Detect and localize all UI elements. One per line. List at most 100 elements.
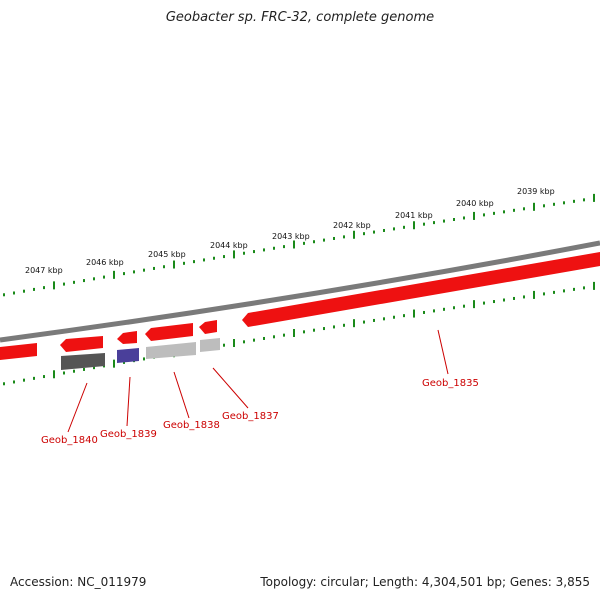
gene-label-geob-1838: Geob_1838 bbox=[163, 420, 220, 431]
major-tick bbox=[293, 240, 295, 249]
accession-text: Accession: NC_011979 bbox=[10, 575, 147, 589]
gene-geob-1841[interactable] bbox=[0, 343, 37, 360]
ruler-label-2043: 2043 kbp bbox=[272, 232, 310, 241]
minor-tick bbox=[513, 296, 515, 300]
major-tick bbox=[533, 202, 535, 211]
ruler-label-2046: 2046 kbp bbox=[86, 258, 124, 267]
minor-tick bbox=[333, 236, 335, 240]
minor-tick bbox=[93, 366, 95, 370]
minor-tick bbox=[323, 238, 325, 242]
minor-tick bbox=[313, 240, 315, 244]
minor-tick bbox=[303, 330, 305, 334]
minor-tick bbox=[383, 317, 385, 321]
minor-tick bbox=[3, 382, 5, 386]
major-tick bbox=[593, 281, 595, 290]
gene-geob-1837-fwd[interactable] bbox=[199, 320, 217, 334]
minor-tick bbox=[313, 328, 315, 332]
major-tick bbox=[233, 339, 235, 348]
minor-tick bbox=[523, 295, 525, 299]
leader-geob-1838 bbox=[173, 371, 190, 419]
genome-backbone bbox=[0, 240, 600, 343]
minor-tick bbox=[453, 218, 455, 222]
major-tick bbox=[53, 281, 55, 290]
gene-geob-1838[interactable] bbox=[146, 342, 196, 359]
minor-tick bbox=[253, 338, 255, 342]
minor-tick bbox=[433, 221, 435, 225]
minor-tick bbox=[83, 279, 85, 283]
minor-tick bbox=[253, 250, 255, 254]
minor-tick bbox=[343, 235, 345, 239]
minor-tick bbox=[13, 380, 15, 384]
minor-tick bbox=[283, 333, 285, 337]
minor-tick bbox=[83, 367, 85, 371]
minor-tick bbox=[403, 225, 405, 229]
minor-tick bbox=[303, 241, 305, 245]
minor-tick bbox=[393, 315, 395, 319]
minor-tick bbox=[443, 307, 445, 311]
gene-geob-1840[interactable] bbox=[61, 353, 105, 370]
minor-tick bbox=[583, 286, 585, 290]
minor-tick bbox=[243, 251, 245, 255]
major-tick bbox=[533, 290, 535, 299]
minor-tick bbox=[553, 202, 555, 206]
minor-tick bbox=[563, 289, 565, 293]
topology-text: Topology: circular; Length: 4,304,501 bp… bbox=[260, 575, 590, 589]
minor-tick bbox=[223, 255, 225, 259]
ruler-label-2042: 2042 kbp bbox=[333, 221, 371, 230]
major-tick bbox=[413, 221, 415, 230]
gene-geob-1838-fwd[interactable] bbox=[145, 323, 193, 341]
major-tick bbox=[473, 211, 475, 220]
minor-tick bbox=[363, 232, 365, 236]
minor-tick bbox=[193, 260, 195, 264]
minor-tick bbox=[263, 248, 265, 252]
minor-tick bbox=[483, 301, 485, 305]
leader-geob-1840 bbox=[67, 382, 88, 433]
minor-tick bbox=[573, 287, 575, 291]
minor-tick bbox=[493, 300, 495, 304]
minor-tick bbox=[373, 318, 375, 322]
ruler-label-2040: 2040 kbp bbox=[456, 199, 494, 208]
gene-geob-1840-fwd[interactable] bbox=[60, 336, 103, 352]
gene-label-geob-1837: Geob_1837 bbox=[222, 411, 279, 422]
minor-tick bbox=[13, 291, 15, 295]
minor-tick bbox=[23, 289, 25, 293]
minor-tick bbox=[283, 245, 285, 249]
gene-label-geob-1835: Geob_1835 bbox=[422, 378, 479, 389]
major-tick bbox=[293, 328, 295, 337]
gene-geob-1839[interactable] bbox=[117, 348, 139, 363]
leader-geob-1839 bbox=[126, 376, 131, 427]
minor-tick bbox=[323, 327, 325, 331]
minor-tick bbox=[273, 246, 275, 250]
minor-tick bbox=[133, 270, 135, 274]
minor-tick bbox=[393, 227, 395, 231]
minor-tick bbox=[123, 272, 125, 276]
minor-tick bbox=[433, 309, 435, 313]
ruler-label-2045: 2045 kbp bbox=[148, 250, 186, 259]
minor-tick bbox=[453, 306, 455, 310]
major-tick bbox=[413, 309, 415, 318]
gene-geob-1837[interactable] bbox=[200, 338, 220, 352]
minor-tick bbox=[153, 266, 155, 270]
minor-tick bbox=[3, 293, 5, 297]
minor-tick bbox=[463, 304, 465, 308]
gene-geob-1839-fwd[interactable] bbox=[117, 331, 137, 344]
minor-tick bbox=[273, 335, 275, 339]
major-tick bbox=[593, 193, 595, 202]
ruler-label-2041: 2041 kbp bbox=[395, 211, 433, 220]
outer-tick-track bbox=[3, 193, 595, 297]
minor-tick bbox=[103, 275, 105, 279]
minor-tick bbox=[333, 325, 335, 329]
minor-tick bbox=[43, 375, 45, 379]
minor-tick bbox=[243, 340, 245, 344]
minor-tick bbox=[183, 261, 185, 265]
leader-geob-1835 bbox=[437, 329, 449, 375]
minor-tick bbox=[63, 282, 65, 286]
minor-tick bbox=[93, 277, 95, 281]
minor-tick bbox=[503, 210, 505, 214]
minor-tick bbox=[203, 258, 205, 262]
gene-label-geob-1839: Geob_1839 bbox=[100, 429, 157, 440]
major-tick bbox=[53, 370, 55, 379]
minor-tick bbox=[143, 268, 145, 272]
gene-geob-1835[interactable] bbox=[242, 252, 600, 327]
